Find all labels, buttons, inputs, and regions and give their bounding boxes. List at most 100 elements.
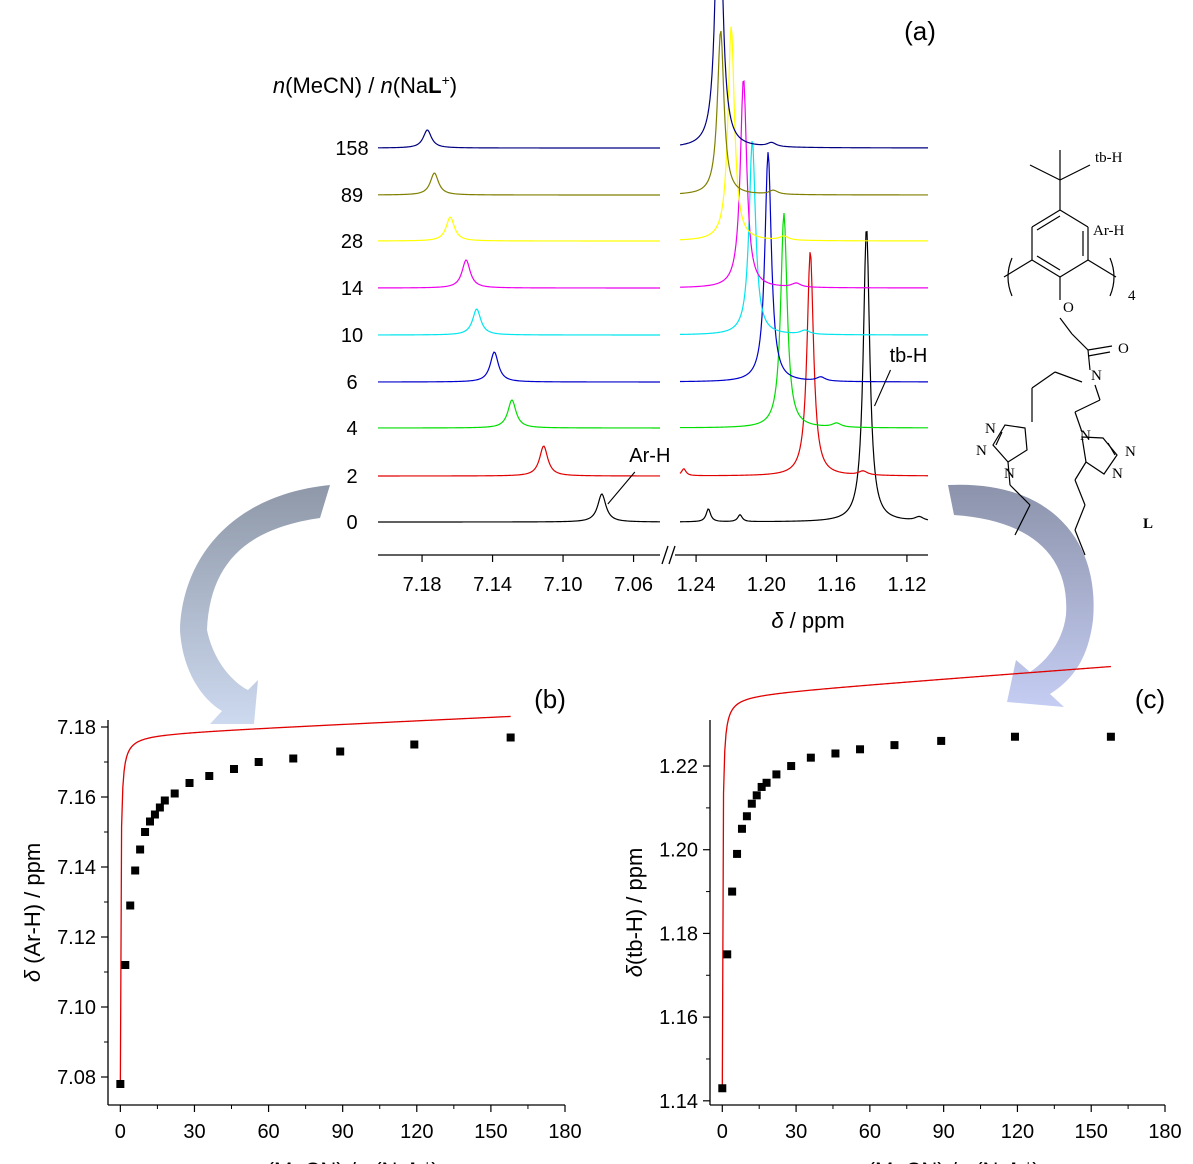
tb-h-trace — [679, 212, 928, 429]
ar-h-trace — [377, 129, 660, 149]
x-tick-label: 1.24 — [677, 574, 716, 596]
y-axis-title: δ (Ar-H) / ppm — [20, 843, 45, 982]
ar-h-pointer — [607, 471, 636, 505]
structure-atom-label: N — [1125, 444, 1136, 460]
structure-atom-label: 4 — [1128, 288, 1136, 304]
data-point — [762, 778, 771, 787]
x-tick-label: 0 — [115, 1121, 126, 1143]
structure-atom-label: O — [1063, 300, 1074, 316]
data-point — [141, 828, 150, 836]
data-point — [718, 1084, 727, 1093]
x-tick-label: 150 — [474, 1121, 507, 1143]
x-axis-title: n(MeCN) / n(NaL+) — [855, 1157, 1039, 1164]
ar-h-trace — [378, 351, 660, 383]
tb-h-trace — [679, 230, 929, 523]
x-tick-label: 120 — [400, 1121, 433, 1143]
ar-h-trace — [378, 399, 660, 429]
data-point — [757, 782, 766, 791]
panel-label: (a) — [904, 16, 936, 46]
y-tick-label: 7.16 — [57, 787, 96, 809]
data-point — [185, 779, 194, 787]
trace-label: 6 — [346, 372, 357, 394]
structure-atom-label: N — [1112, 466, 1123, 482]
trace-label: 14 — [341, 278, 363, 300]
x-tick-label: 60 — [257, 1121, 279, 1143]
data-point — [229, 765, 238, 773]
data-point — [336, 747, 345, 756]
x-tick-label: 7.10 — [544, 574, 583, 596]
y-tick-label: 7.10 — [57, 997, 96, 1019]
data-point — [1010, 732, 1019, 741]
data-point — [1106, 732, 1115, 741]
tb-h-trace — [679, 141, 928, 336]
structure-atom-label: O — [1118, 341, 1129, 357]
x-tick-label: 180 — [1148, 1121, 1181, 1143]
data-point — [831, 749, 840, 758]
y-tick-label: 1.18 — [659, 923, 698, 945]
data-point — [131, 866, 140, 875]
trace-label: 158 — [335, 138, 368, 160]
ar-h-trace — [377, 308, 660, 336]
data-point — [742, 812, 751, 821]
x-tick-label: 1.12 — [887, 574, 926, 596]
panel-label: (b) — [534, 684, 566, 714]
x-tick-label: 60 — [859, 1121, 881, 1143]
y-tick-label: 7.08 — [57, 1067, 96, 1089]
data-point — [806, 753, 815, 762]
fit-curve — [119, 715, 511, 1085]
data-point — [747, 799, 756, 808]
y-tick-label: 1.14 — [659, 1091, 698, 1113]
tb-h-trace — [679, 0, 928, 149]
tb-h-annotation: tb-H — [890, 345, 928, 367]
data-point — [856, 745, 865, 754]
data-point — [410, 740, 419, 749]
data-point — [890, 741, 899, 750]
data-point — [155, 803, 164, 812]
data-point — [145, 817, 154, 826]
x-tick-label: 7.06 — [614, 574, 653, 596]
x-tick-label: 30 — [785, 1121, 807, 1143]
structure-atom-label: N — [1080, 428, 1091, 444]
trace-label: 0 — [346, 512, 357, 534]
x-tick-label: 90 — [933, 1121, 955, 1143]
data-point — [170, 789, 179, 798]
data-point — [160, 796, 169, 805]
ligand-label: L — [1143, 516, 1153, 532]
trace-label: 2 — [346, 466, 357, 488]
y-tick-label: 7.18 — [57, 717, 96, 739]
structure-atom-label: tb-H — [1095, 150, 1123, 166]
data-point — [116, 1080, 125, 1088]
x-tick-label: 0 — [717, 1121, 728, 1143]
structure-atom-label: N — [1004, 466, 1015, 482]
nmr-spectra-panel: 7.18 7.14 7.10 7.06 1.24 1.20 1.16 1.12 δ / ppm n… — [273, 0, 936, 633]
y-tick-label: 1.16 — [659, 1007, 698, 1029]
tb-h-trace — [679, 152, 928, 383]
data-point — [289, 754, 298, 763]
trace-label: 10 — [341, 325, 363, 347]
ar-h-annotation: Ar-H — [629, 445, 670, 467]
data-point — [136, 845, 145, 854]
ligand-structure — [992, 150, 1118, 556]
data-point — [937, 736, 946, 745]
structure-atom-label: N — [1091, 368, 1102, 384]
data-point — [205, 772, 214, 780]
x-axis-title: n(MeCN) / n(NaL+) — [254, 1157, 438, 1164]
trace-label: 28 — [341, 231, 363, 253]
tb-h-trace — [679, 80, 928, 289]
y-tick-label: 1.20 — [659, 840, 698, 862]
trace-label: 4 — [346, 418, 357, 440]
y-tick-label: 7.14 — [57, 857, 96, 879]
ar-h-trace — [378, 445, 660, 477]
data-point — [254, 758, 263, 766]
tb-h-trace — [679, 252, 929, 477]
data-point — [506, 733, 515, 742]
ar-h-trace — [378, 493, 661, 523]
panel-label: (c) — [1135, 684, 1165, 714]
y-tick-label: 1.22 — [659, 756, 698, 778]
left-curved-arrow — [180, 485, 330, 724]
x-tick-label: 7.18 — [403, 574, 442, 596]
x-tick-label: 150 — [1075, 1121, 1108, 1143]
axis-break-mark — [661, 545, 669, 565]
